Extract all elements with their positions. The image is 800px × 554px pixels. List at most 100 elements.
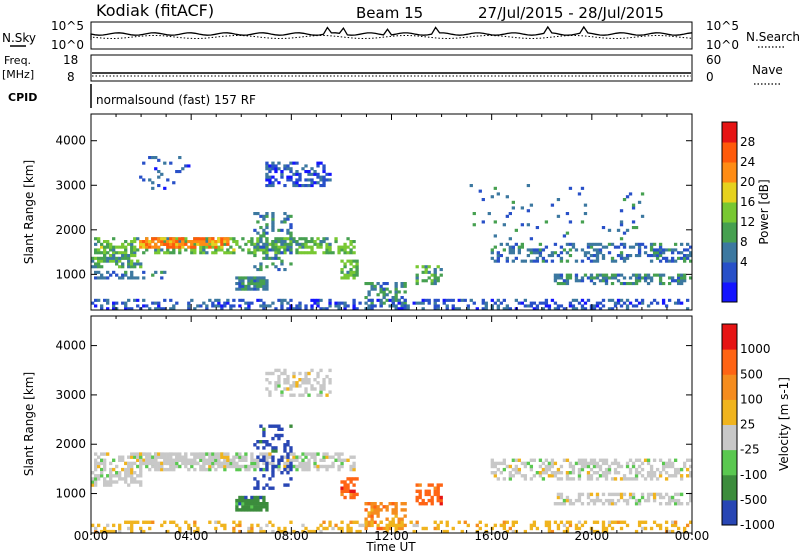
data-cell	[658, 471, 663, 475]
data-cell	[355, 529, 359, 534]
data-cell	[436, 492, 440, 497]
data-cell	[652, 458, 657, 462]
data-cell	[646, 498, 651, 503]
data-cell	[388, 520, 392, 524]
data-cell	[451, 304, 455, 308]
data-cell	[598, 307, 603, 311]
data-cell	[106, 529, 110, 534]
data-cell	[325, 307, 329, 311]
data-cell	[568, 248, 573, 252]
data-cell	[385, 529, 389, 534]
data-cell	[118, 251, 122, 255]
data-cell	[517, 301, 522, 305]
data-cell	[619, 242, 624, 246]
data-cell	[403, 307, 407, 311]
data-cell	[97, 455, 101, 459]
data-cell	[568, 220, 573, 224]
data-cell	[181, 242, 185, 246]
data-cell	[340, 461, 344, 466]
data-cell	[256, 505, 260, 509]
data-cell	[689, 520, 693, 524]
data-cell	[319, 390, 323, 394]
data-cell	[556, 307, 561, 311]
data-cell	[277, 161, 281, 165]
data-cell	[139, 245, 143, 249]
data-cell	[253, 467, 257, 472]
data-cell	[106, 452, 110, 456]
data-cell	[370, 514, 374, 518]
data-cell	[181, 455, 185, 459]
data-cell	[583, 254, 588, 258]
time-axis-label: Time UT	[365, 540, 416, 554]
data-cell	[394, 523, 398, 528]
data-cell	[538, 242, 543, 246]
data-cell	[481, 307, 485, 311]
data-cell	[646, 273, 651, 277]
data-cell	[304, 178, 308, 182]
data-cell	[256, 284, 260, 288]
data-cell	[169, 251, 173, 255]
data-cell	[634, 502, 639, 506]
data-cell	[382, 526, 386, 531]
data-cell	[244, 495, 248, 500]
data-cell	[493, 523, 497, 528]
data-cell	[427, 265, 431, 269]
data-cell	[169, 467, 173, 472]
data-cell	[379, 301, 383, 305]
data-cell	[625, 254, 630, 258]
data-cell	[247, 464, 251, 469]
data-cell	[217, 304, 221, 308]
data-cell	[316, 242, 320, 246]
data-cell	[436, 526, 440, 531]
data-cell	[106, 307, 110, 311]
data-cell	[253, 495, 257, 500]
data-cell	[97, 474, 101, 478]
data-cell	[376, 523, 380, 528]
data-cell	[340, 492, 344, 497]
data-cell	[292, 184, 296, 188]
data-cell	[109, 461, 113, 466]
data-cell	[286, 455, 290, 459]
data-cell	[304, 164, 308, 168]
data-cell	[220, 307, 224, 311]
data-cell	[256, 248, 260, 252]
data-cell	[643, 251, 648, 255]
data-cell	[232, 237, 236, 241]
data-cell	[289, 449, 293, 453]
data-cell	[151, 520, 155, 524]
data-cell	[259, 279, 263, 283]
data-cell	[577, 192, 582, 196]
data-cell	[223, 464, 227, 469]
data-cell	[544, 523, 549, 528]
data-cell	[424, 298, 428, 302]
data-cell	[631, 226, 636, 230]
data-cell	[562, 248, 567, 252]
data-cell	[559, 495, 564, 500]
data-cell	[226, 455, 230, 459]
data-cell	[667, 474, 672, 478]
data-cell	[169, 464, 173, 469]
colorbar-segment	[722, 242, 737, 263]
data-cell	[559, 502, 564, 506]
data-cell	[661, 251, 666, 255]
data-cell	[268, 248, 272, 252]
y-tick-label: 3000	[55, 388, 86, 402]
data-cell	[283, 455, 287, 459]
data-cell	[685, 254, 690, 258]
data-cell	[313, 464, 317, 469]
data-cell	[97, 256, 101, 260]
data-cell	[283, 212, 287, 216]
data-cell	[427, 270, 431, 274]
data-cell	[184, 520, 188, 524]
data-cell	[526, 209, 531, 213]
data-cell	[283, 251, 287, 255]
data-cell	[394, 514, 398, 518]
data-cell	[505, 195, 509, 199]
data-cell	[689, 276, 693, 280]
data-cell	[220, 461, 224, 466]
data-cell	[316, 245, 320, 249]
data-cell	[256, 240, 260, 244]
data-cell	[511, 259, 515, 263]
data-cell	[349, 242, 353, 246]
data-cell	[583, 520, 588, 524]
